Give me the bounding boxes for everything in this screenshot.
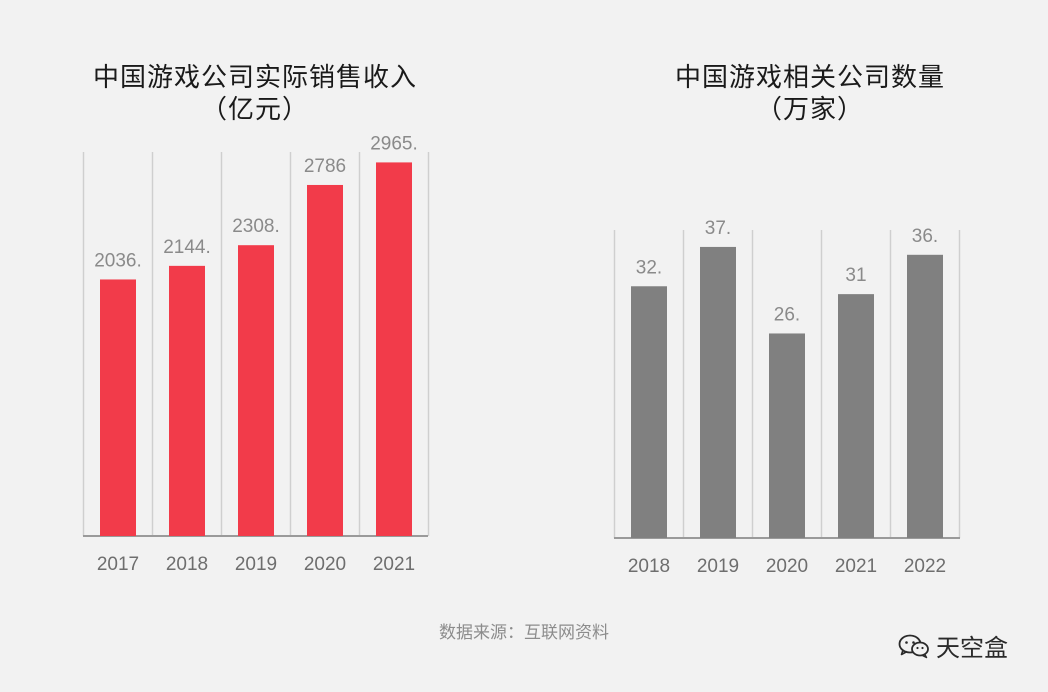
- left-tick-label-2017: 2017: [97, 554, 139, 575]
- right-data-label-2018: 32.: [636, 257, 662, 278]
- right-tick-label-2020: 2020: [766, 556, 808, 577]
- left-chart-title: 中国游戏公司实际销售收入 （亿元）: [92, 63, 417, 125]
- left-tick-label-2021: 2021: [373, 554, 415, 575]
- left-bar-2020: [307, 184, 343, 537]
- right-bar-2019: [700, 246, 736, 538]
- left-data-label-2017: 2036.: [94, 250, 142, 271]
- right-chart-title: 中国游戏相关公司数量 （万家）: [674, 63, 945, 125]
- left-bar-2019: [238, 245, 274, 536]
- watermark-text: 天空盒: [936, 634, 1008, 662]
- right-data-label-2020: 26.: [774, 304, 800, 325]
- left-bar-2017: [100, 279, 136, 536]
- right-bar-2022: [907, 254, 943, 539]
- left-data-label-2020: 2786: [304, 156, 346, 177]
- left-tick-label-2018: 2018: [166, 554, 208, 575]
- watermark: 天空盒: [898, 628, 1008, 663]
- right-data-label-2019: 37.: [705, 218, 731, 239]
- left-bar-2021: [376, 162, 412, 536]
- wechat-icon: [898, 634, 929, 658]
- right-data-label-2022: 36.: [912, 226, 938, 247]
- left-bar-2018: [169, 265, 205, 536]
- right-bar-2018: [631, 286, 667, 538]
- left-tick-label-2020: 2020: [304, 554, 346, 575]
- data-source-note: 数据来源：互联网资料: [439, 623, 609, 643]
- left-data-label-2018: 2144.: [163, 237, 211, 258]
- left-tick-label-2019: 2019: [235, 554, 277, 575]
- right-tick-label-2022: 2022: [904, 556, 946, 577]
- left-data-label-2021: 2965.: [370, 133, 418, 154]
- left-data-label-2019: 2308.: [232, 216, 280, 237]
- right-tick-label-2018: 2018: [628, 556, 670, 577]
- right-data-label-2021: 31: [845, 265, 866, 286]
- right-bar-2021: [838, 294, 874, 538]
- right-tick-label-2021: 2021: [835, 556, 877, 577]
- right-tick-label-2019: 2019: [697, 556, 739, 577]
- right-bar-2020: [769, 333, 805, 538]
